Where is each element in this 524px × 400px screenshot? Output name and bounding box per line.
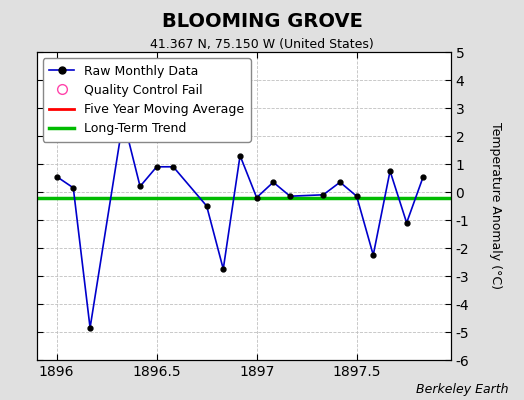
- Text: Berkeley Earth: Berkeley Earth: [416, 383, 508, 396]
- Text: BLOOMING GROVE: BLOOMING GROVE: [161, 12, 363, 31]
- Y-axis label: Temperature Anomaly (°C): Temperature Anomaly (°C): [489, 122, 501, 290]
- Legend: Raw Monthly Data, Quality Control Fail, Five Year Moving Average, Long-Term Tren: Raw Monthly Data, Quality Control Fail, …: [43, 58, 250, 142]
- Text: 41.367 N, 75.150 W (United States): 41.367 N, 75.150 W (United States): [150, 38, 374, 51]
